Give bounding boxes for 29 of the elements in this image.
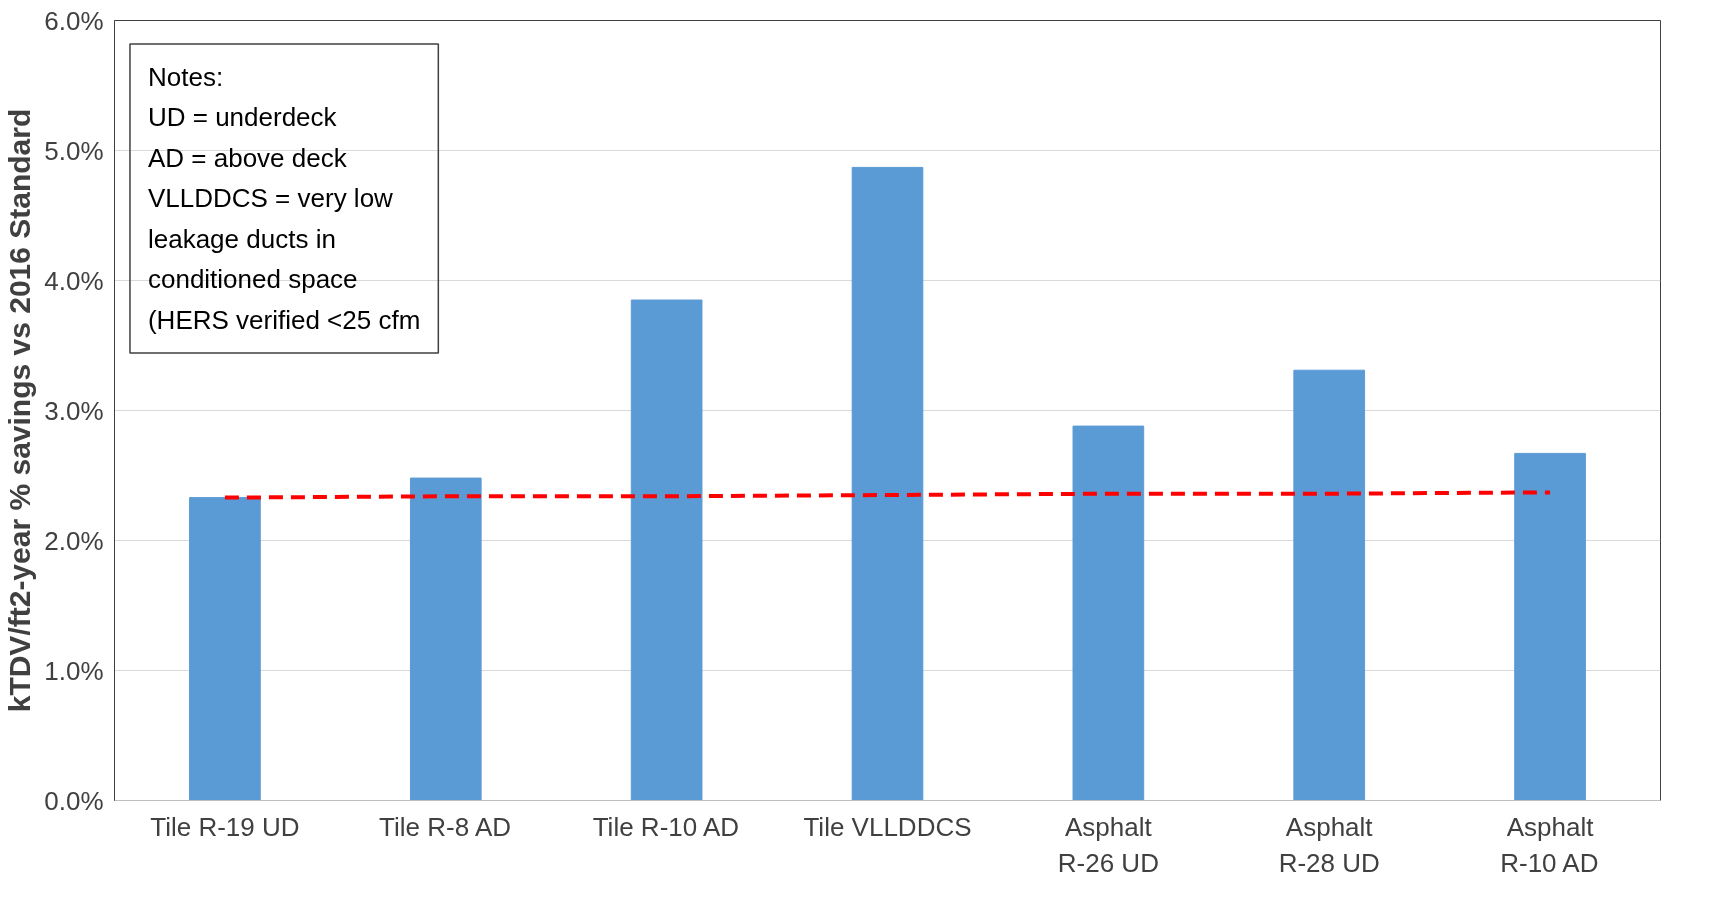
x-tick-label: Asphalt R-26 UD bbox=[1057, 811, 1159, 878]
bar bbox=[1072, 425, 1145, 801]
x-tick-label: Tile R-10 AD bbox=[592, 811, 740, 842]
x-tick-label: Tile R-19 UD bbox=[150, 811, 300, 842]
annotation: UD = underdeck bbox=[147, 102, 338, 133]
bar bbox=[851, 166, 924, 801]
x-tick-label: Tile R-8 AD bbox=[379, 811, 512, 842]
x-tick-label: Tile VLLDDCS bbox=[803, 811, 972, 842]
y-tick-label: 0.0% bbox=[44, 785, 104, 816]
bar bbox=[189, 497, 261, 801]
y-tick-label: 2.0% bbox=[44, 525, 104, 556]
y-tick-label: 3.0% bbox=[44, 395, 104, 426]
annotation: leakage ducts in bbox=[147, 223, 336, 254]
y-tick-label: 1.0% bbox=[44, 655, 104, 686]
y-axis-title: kTDV/ft2-year % savings vs 2016 Standard bbox=[3, 108, 37, 713]
annotation: AD = above deck bbox=[147, 142, 348, 173]
bar bbox=[409, 477, 482, 801]
annotation: (HERS verified <25 cfm bbox=[147, 304, 421, 335]
bar bbox=[1293, 369, 1366, 801]
bar bbox=[1514, 452, 1586, 801]
annotation: conditioned space bbox=[147, 264, 358, 295]
annotation: Notes: bbox=[147, 61, 224, 92]
y-tick-label: 5.0% bbox=[44, 135, 104, 166]
x-tick-label: Asphalt R-28 UD bbox=[1278, 811, 1380, 878]
y-tick-label: 4.0% bbox=[44, 265, 104, 296]
annotation: VLLDDCS = very low bbox=[147, 183, 394, 214]
y-tick-label: 6.0% bbox=[44, 5, 104, 36]
x-tick-label: Asphalt R-10 AD bbox=[1500, 811, 1599, 878]
bar bbox=[630, 299, 703, 801]
